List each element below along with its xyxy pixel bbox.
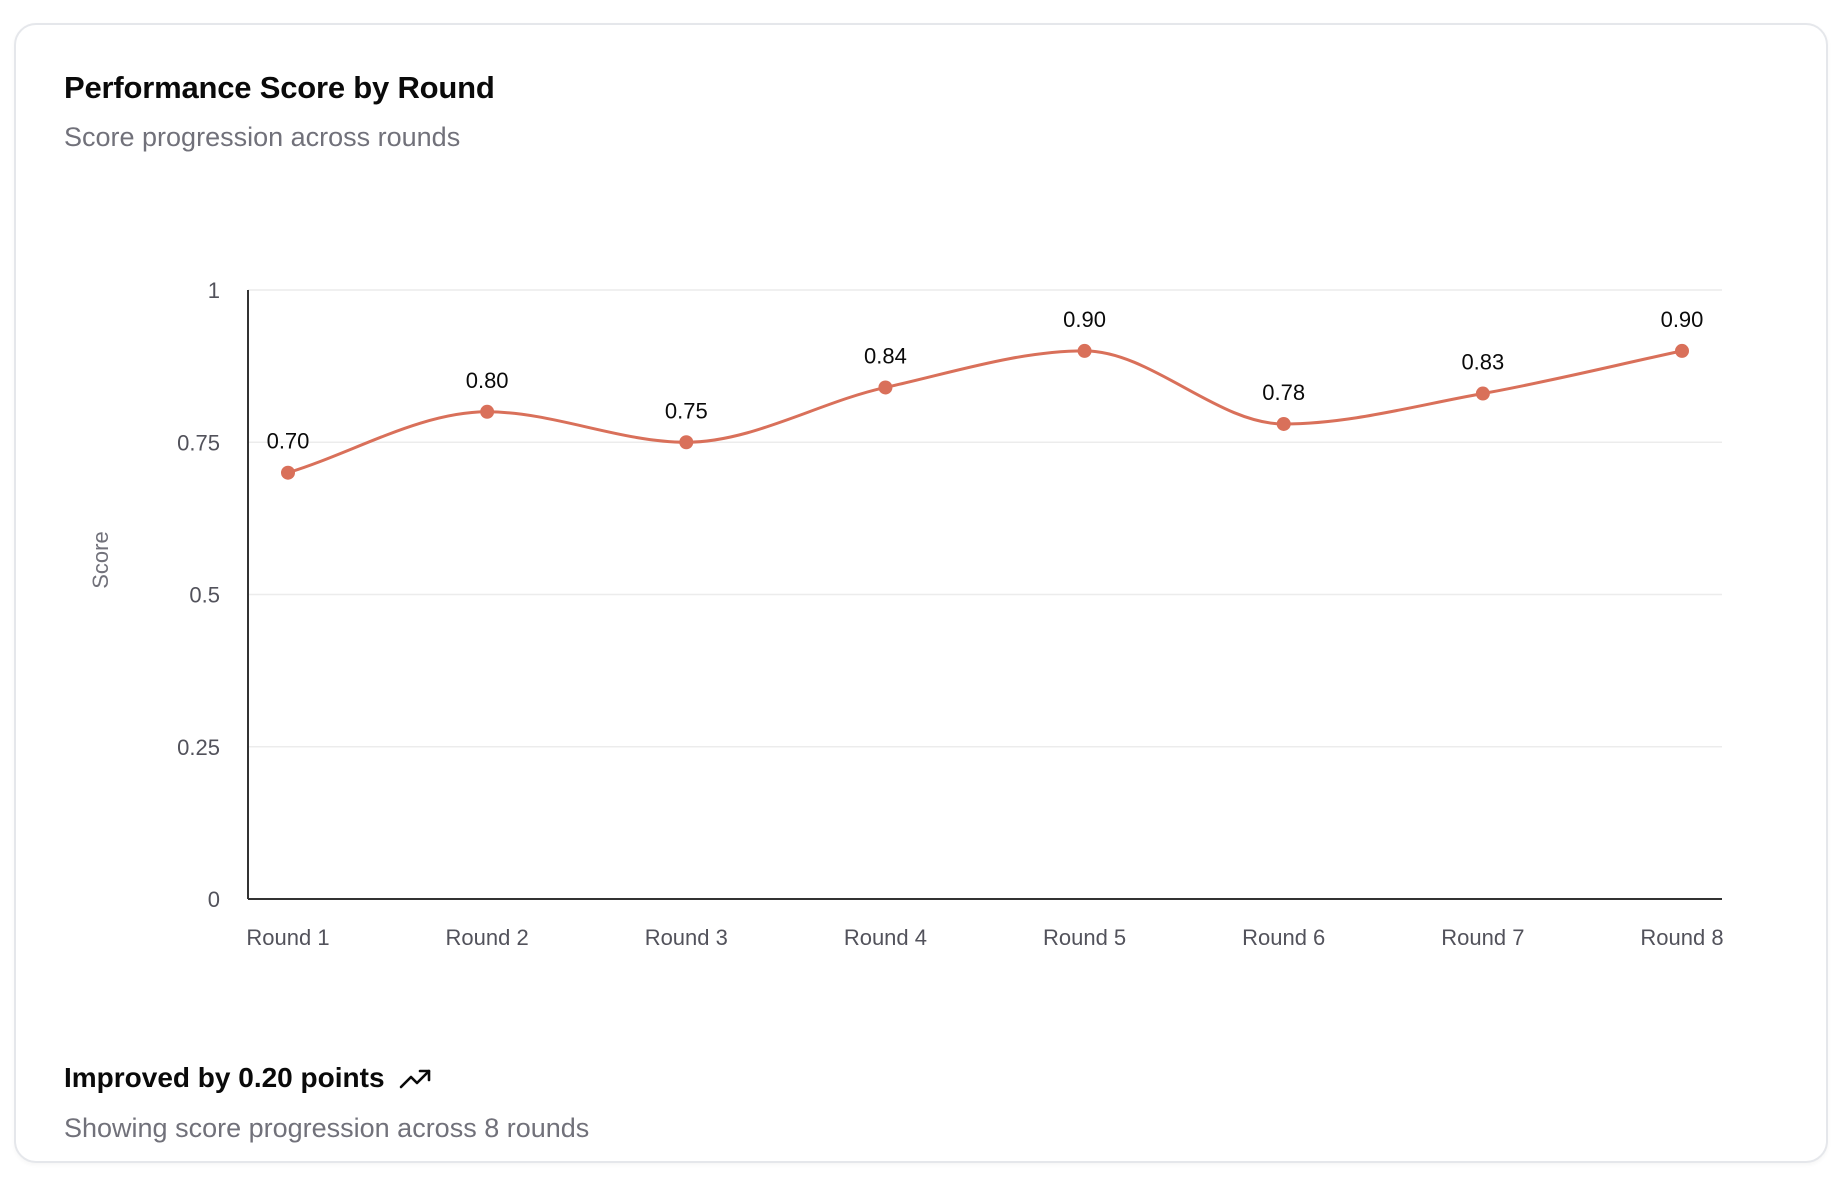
data-label: 0.75 (665, 398, 708, 423)
data-point[interactable] (480, 404, 495, 419)
improvement-text: Improved by 0.20 points (64, 1062, 385, 1093)
y-tick-label: 1 (208, 278, 220, 303)
x-tick-label: Round 8 (1640, 925, 1723, 950)
improvement-summary: Improved by 0.20 points (64, 1062, 433, 1094)
series-line-path (287, 349, 1683, 475)
x-tick-label: Round 6 (1242, 925, 1325, 950)
x-tick-label: Round 7 (1441, 925, 1524, 950)
y-axis-label: Score (88, 531, 113, 588)
data-label: 0.84 (864, 343, 907, 368)
y-tick-label: 0 (208, 887, 220, 912)
y-axis-ticks: 0 0.25 0.5 0.75 1 (177, 278, 220, 912)
data-point[interactable] (281, 465, 295, 480)
data-label: 0.78 (1262, 380, 1305, 405)
grid-lines (248, 289, 1722, 748)
data-point[interactable] (1077, 343, 1092, 358)
data-label: 0.90 (1661, 307, 1704, 332)
card-subtitle: Score progression across rounds (64, 122, 461, 152)
x-tick-label: Round 5 (1043, 925, 1126, 950)
data-point[interactable] (878, 380, 893, 395)
data-point[interactable] (1675, 343, 1689, 358)
data-point[interactable] (679, 435, 694, 450)
data-label: 0.70 (267, 429, 310, 454)
x-tick-label: Round 2 (446, 925, 529, 950)
trending-up-icon (399, 1066, 433, 1090)
y-tick-label: 0.75 (177, 430, 220, 455)
data-label: 0.83 (1461, 350, 1504, 375)
chart-card (14, 23, 1828, 1163)
data-point[interactable] (1475, 386, 1490, 401)
x-tick-label: Round 1 (246, 925, 329, 950)
data-labels: 0.70 0.80 0.75 0.84 0.90 0.78 0.83 0.90 (267, 307, 1704, 454)
data-point[interactable] (1276, 416, 1291, 431)
x-tick-label: Round 3 (645, 925, 728, 950)
y-tick-label: 0.5 (189, 583, 220, 608)
data-label: 0.80 (466, 368, 509, 393)
x-axis-ticks: Round 1 Round 2 Round 3 Round 4 Round 5 Round… (246, 925, 1723, 950)
chart-caption: Showing score progression across 8 round… (64, 1113, 590, 1143)
axes (247, 290, 1722, 900)
x-tick-label: Round 4 (844, 925, 927, 950)
series-line (287, 349, 1683, 475)
y-tick-label: 0.25 (177, 735, 220, 760)
data-label: 0.90 (1063, 307, 1106, 332)
data-points (281, 343, 1689, 480)
card-title: Performance Score by Round (64, 70, 495, 105)
